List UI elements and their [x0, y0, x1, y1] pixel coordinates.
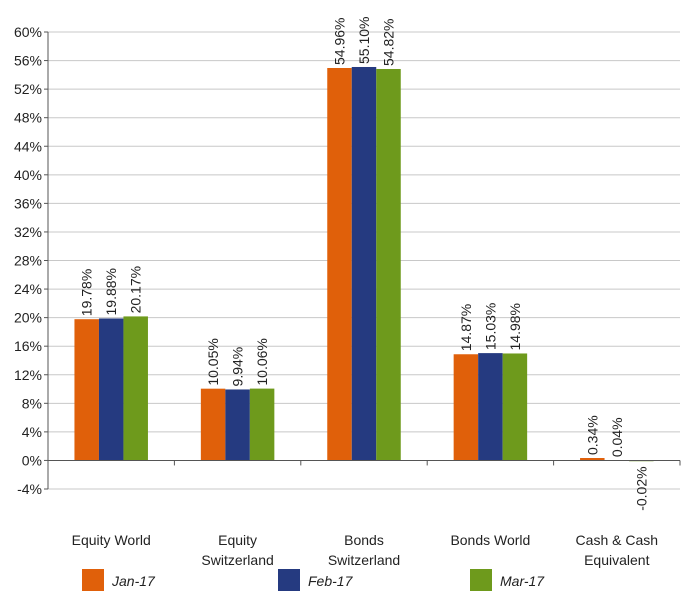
bar-jan-17: [200, 388, 226, 461]
y-axis: -4% 0% 4% 8% 12% 16% 20% 24% 28% 32% 36% 40% 44% 48% 5…: [14, 24, 49, 497]
data-label: -0.02%: [633, 466, 649, 510]
x-axis: [47, 459, 681, 466]
y-tick-label: 40%: [14, 167, 42, 183]
bar-mar-17: [376, 68, 401, 461]
bar-jan-17: [453, 354, 479, 461]
y-tick-label: 28%: [14, 253, 42, 269]
y-tick-label: 20%: [14, 310, 42, 326]
bar-feb-17: [225, 389, 250, 461]
bar-jan-17: [327, 67, 352, 461]
data-label: 19.88%: [103, 268, 119, 315]
data-label: 0.34%: [584, 415, 600, 455]
category-labels: Equity World Equity Switzerland Bonds Switze…: [72, 532, 658, 568]
data-label: 10.06%: [254, 338, 270, 385]
data-label: 20.17%: [128, 266, 144, 313]
y-tick-label: 4%: [22, 424, 42, 440]
bars: [74, 66, 654, 462]
bar-mar-17: [123, 316, 148, 461]
category-label: Equity World: [72, 532, 151, 548]
data-label: 15.03%: [482, 303, 498, 350]
y-tick-label: 16%: [14, 338, 42, 354]
y-tick-label: 44%: [14, 138, 42, 154]
legend-swatch: [278, 569, 300, 591]
data-label: 55.10%: [356, 17, 372, 64]
y-tick-label: 48%: [14, 110, 42, 126]
data-label: 54.96%: [332, 18, 348, 65]
y-tick-label: 32%: [14, 224, 42, 240]
data-label: 10.05%: [205, 338, 221, 385]
bar-feb-17: [98, 318, 124, 461]
data-label: 54.82%: [381, 19, 397, 66]
legend-swatch: [470, 569, 492, 591]
bar-jan-17: [74, 319, 99, 461]
y-tick-label: 24%: [14, 281, 42, 297]
legend-label: Jan-17: [111, 573, 156, 589]
data-label: 0.04%: [609, 417, 625, 457]
y-tick-label: 52%: [14, 81, 42, 97]
y-tick-label: 56%: [14, 53, 42, 69]
category-label: Cash & Cash Equivalent: [576, 532, 658, 568]
data-labels: 19.78% 19.88% 20.17% 10.05% 9.94% 10.06% 54.96…: [79, 17, 650, 511]
bar-feb-17: [478, 353, 503, 461]
data-label: 19.78%: [79, 269, 95, 316]
data-label: 9.94%: [230, 347, 246, 387]
y-tick-label: 36%: [14, 195, 42, 211]
legend: Jan-17 Feb-17 Mar-17: [82, 569, 545, 591]
bar-jan-17: [580, 458, 605, 461]
category-label: Bonds Switzerland: [328, 532, 400, 568]
legend-swatch: [82, 569, 104, 591]
y-tick-label: 0%: [22, 452, 42, 468]
legend-label: Feb-17: [308, 573, 354, 589]
y-tick-label: 8%: [22, 395, 42, 411]
bar-mar-17: [502, 353, 528, 461]
y-tick-label: -4%: [17, 481, 42, 497]
legend-label: Mar-17: [500, 573, 545, 589]
y-tick-label: 60%: [14, 24, 42, 40]
y-tick-label: 12%: [14, 367, 42, 383]
category-label: Equity Switzerland: [201, 532, 273, 568]
data-label: 14.98%: [507, 303, 523, 350]
data-label: 14.87%: [458, 304, 474, 351]
category-label: Bonds World: [450, 532, 530, 548]
bar-feb-17: [351, 66, 377, 461]
bar-mar-17: [249, 388, 275, 461]
